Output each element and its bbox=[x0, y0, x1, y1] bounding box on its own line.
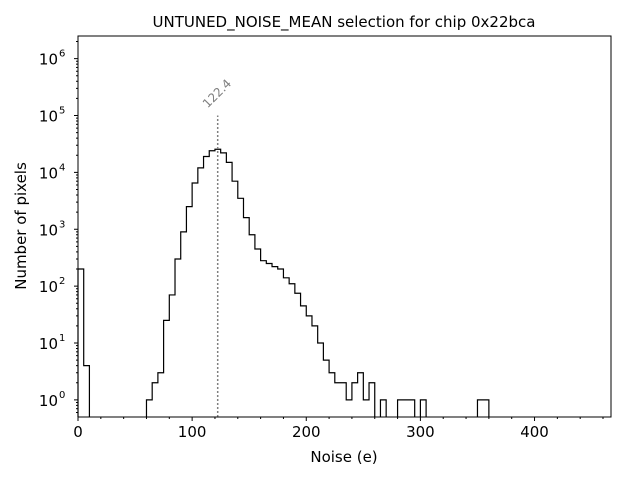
y-tick-label: 10 bbox=[39, 164, 58, 182]
histogram-bin-5 bbox=[84, 366, 90, 417]
histogram-bin-170 bbox=[272, 267, 278, 417]
histogram-bin-230 bbox=[341, 383, 347, 417]
histogram-bin-80 bbox=[169, 295, 175, 417]
histogram-bin-145 bbox=[243, 218, 249, 417]
plot-area: 122.4 bbox=[77, 76, 490, 417]
histogram-bin-205 bbox=[312, 326, 318, 417]
histogram-bin-110 bbox=[204, 157, 210, 417]
histogram-bin-60 bbox=[146, 400, 152, 417]
x-tick-label: 300 bbox=[406, 423, 435, 441]
x-tick-label: 100 bbox=[178, 423, 207, 441]
histogram-bin-210 bbox=[318, 343, 324, 417]
histogram-bin-195 bbox=[301, 306, 307, 417]
histogram-bin-105 bbox=[198, 168, 204, 417]
histogram-bin-150 bbox=[249, 235, 255, 417]
histogram-bin-135 bbox=[232, 181, 238, 417]
histogram-bin-140 bbox=[238, 198, 244, 417]
y-tick-label: 10 bbox=[39, 278, 58, 296]
histogram-bin-215 bbox=[323, 360, 329, 417]
y-tick-label: 10 bbox=[39, 108, 58, 126]
histogram-step-segment-3 bbox=[396, 399, 416, 417]
histogram-bin-115 bbox=[209, 151, 215, 417]
histogram-bin-285 bbox=[403, 400, 409, 417]
y-tick-label: 10 bbox=[39, 51, 58, 69]
histogram-bin-180 bbox=[283, 278, 289, 417]
histogram-bin-225 bbox=[335, 383, 341, 417]
x-tick-label: 200 bbox=[292, 423, 321, 441]
histogram-bin-350 bbox=[477, 400, 483, 417]
histogram-bin-190 bbox=[295, 293, 301, 417]
histogram-bin-160 bbox=[261, 261, 267, 417]
histogram-step-segment-2 bbox=[379, 399, 387, 417]
y-tick-exponent: 1 bbox=[59, 333, 65, 344]
mean-line-label: 122.4 bbox=[200, 76, 234, 110]
histogram-bin-130 bbox=[226, 162, 232, 417]
x-axis-ticks: 0 100 200 300 400 bbox=[73, 417, 604, 441]
y-tick-exponent: 3 bbox=[59, 219, 65, 230]
y-tick-exponent: 2 bbox=[59, 276, 65, 287]
x-tick-label: 400 bbox=[520, 423, 549, 441]
y-axis-label: Number of pixels bbox=[12, 162, 30, 290]
histogram-bin-235 bbox=[346, 400, 352, 417]
histogram-step-segment-5 bbox=[476, 399, 490, 417]
histogram-bin-0 bbox=[78, 269, 84, 417]
axes-frame bbox=[77, 35, 612, 418]
histogram-bin-245 bbox=[358, 373, 364, 417]
y-tick-label: 10 bbox=[39, 335, 58, 353]
histogram-bin-250 bbox=[363, 400, 369, 417]
y-tick-exponent: 6 bbox=[59, 49, 65, 60]
histogram-bin-300 bbox=[420, 400, 426, 417]
histogram-bin-100 bbox=[192, 183, 198, 417]
y-tick-label: 10 bbox=[39, 221, 58, 239]
histogram-bin-90 bbox=[181, 232, 187, 417]
y-tick-exponent: 5 bbox=[59, 106, 65, 117]
histogram-bin-255 bbox=[369, 383, 375, 417]
histogram-step-segment-0 bbox=[77, 268, 91, 417]
histogram-bin-85 bbox=[175, 259, 181, 417]
x-axis-label: Noise (e) bbox=[310, 448, 377, 466]
histogram-bin-165 bbox=[266, 263, 272, 417]
chart-title: UNTUNED_NOISE_MEAN selection for chip 0x… bbox=[153, 13, 536, 32]
histogram-bin-280 bbox=[398, 400, 404, 417]
histogram-bin-75 bbox=[164, 320, 170, 417]
histogram-bin-95 bbox=[186, 207, 192, 417]
histogram-bin-355 bbox=[483, 400, 489, 417]
histogram-step-segment-4 bbox=[419, 399, 427, 417]
histogram-bin-125 bbox=[221, 153, 227, 417]
histogram-bin-70 bbox=[158, 373, 164, 417]
histogram-bin-220 bbox=[329, 373, 335, 417]
histogram-bin-240 bbox=[352, 383, 358, 417]
y-tick-label: 10 bbox=[39, 392, 58, 410]
histogram-bin-65 bbox=[152, 383, 158, 417]
y-tick-exponent: 4 bbox=[59, 162, 65, 173]
histogram-bin-200 bbox=[306, 316, 312, 417]
histogram-bin-265 bbox=[380, 400, 386, 417]
histogram-bin-175 bbox=[278, 269, 284, 417]
histogram-bin-290 bbox=[409, 400, 415, 417]
histogram-step-segment-1 bbox=[145, 148, 376, 417]
y-tick-exponent: 0 bbox=[59, 390, 65, 401]
histogram-bin-155 bbox=[255, 249, 261, 417]
histogram-bin-185 bbox=[289, 284, 295, 417]
x-tick-label: 0 bbox=[73, 423, 83, 441]
